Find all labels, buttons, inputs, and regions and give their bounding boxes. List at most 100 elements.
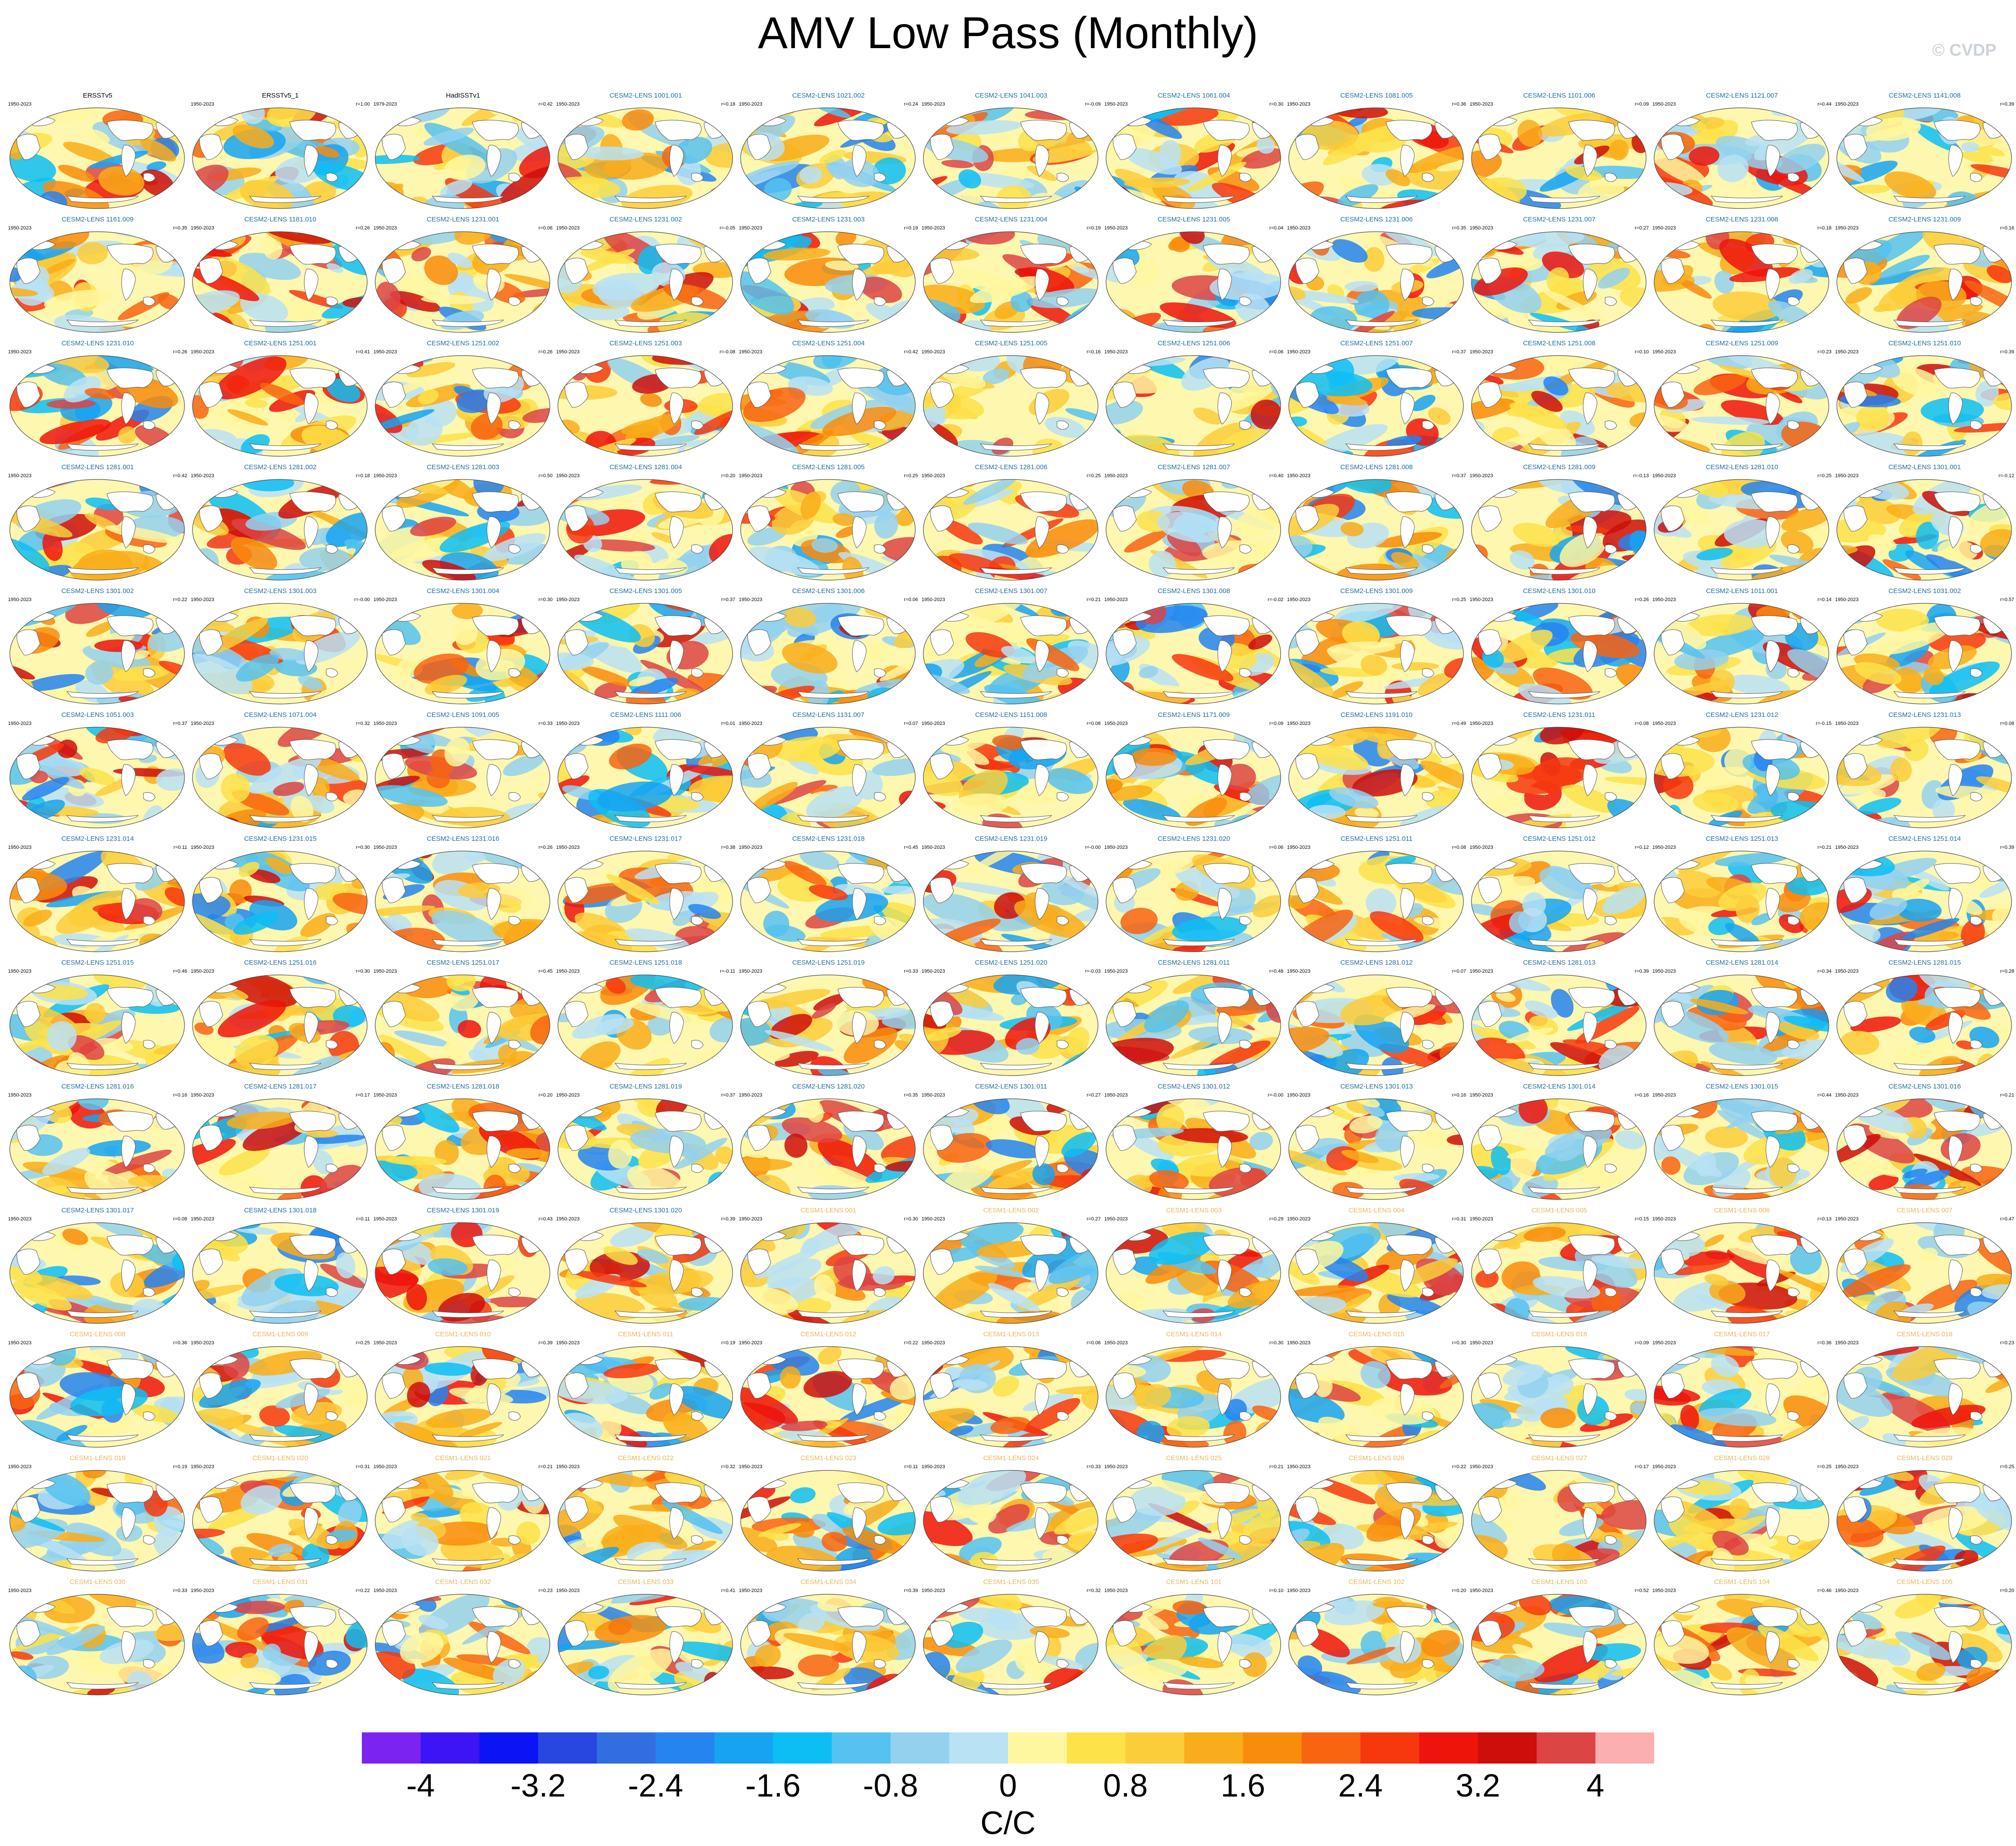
panel-title: CESM2-LENS 1281.012 — [1340, 959, 1413, 966]
colorbar-tick-label: 0.8 — [1103, 1768, 1148, 1804]
panel-correlation: r=0.42 — [538, 102, 553, 107]
global-sst-map — [740, 974, 916, 1076]
global-sst-map — [9, 479, 185, 581]
panel-correlation: r=0.08 — [1086, 721, 1101, 726]
global-sst-map — [1654, 355, 1829, 457]
global-sst-map — [1654, 231, 1829, 333]
panel-title: CESM1-LENS 016 — [1531, 1330, 1587, 1338]
panel-correlation: r=0.22 — [1452, 1464, 1467, 1469]
panel-title: CESM1-LENS 025 — [1166, 1454, 1222, 1462]
map-panel: 1950-2023 CESM2-LENS 1061.004 r=0.30 — [1102, 89, 1285, 213]
global-sst-map — [1106, 1346, 1281, 1448]
panel-period: 1950-2023 — [1104, 721, 1128, 726]
global-sst-map — [1654, 1222, 1829, 1324]
panel-period: 1950-2023 — [1652, 969, 1676, 974]
panel-correlation: r=0.31 — [356, 1464, 370, 1469]
panel-period: 1950-2023 — [191, 969, 214, 974]
panel-correlation: r=0.25 — [904, 473, 918, 479]
map-panel: 1950-2023 CESM2-LENS 1281.016 r=0.16 — [6, 1080, 189, 1204]
panel-title: CESM2-LENS 1101.006 — [1523, 92, 1595, 99]
global-sst-map — [1106, 603, 1281, 704]
panel-correlation: r=-0.02 — [1267, 597, 1283, 602]
global-sst-map — [375, 1098, 550, 1200]
global-sst-map — [557, 1594, 733, 1695]
panel-correlation: r=0.27 — [1086, 1216, 1101, 1222]
panel-title: CESM2-LENS 1251.014 — [1888, 835, 1961, 843]
panel-correlation: r=0.50 — [538, 473, 553, 479]
panel-period: 1950-2023 — [1287, 102, 1311, 107]
panel-title: CESM2-LENS 1231.018 — [792, 835, 865, 843]
panel-title: CESM2-LENS 1231.009 — [1888, 216, 1961, 223]
panel-period: 1950-2023 — [191, 349, 214, 355]
panel-correlation: r=0.46 — [173, 969, 188, 974]
global-sst-map — [557, 974, 733, 1076]
global-sst-map — [740, 1222, 916, 1324]
global-sst-map — [1471, 231, 1647, 333]
map-panel: 1950-2023 CESM1-LENS 028 r=0.25 — [1651, 1452, 1833, 1576]
map-panel: 1950-2023 CESM2-LENS 1231.019 r=-0.00 — [920, 832, 1102, 956]
panel-period: 1950-2023 — [739, 1093, 762, 1098]
panel-title: CESM1-LENS 019 — [70, 1454, 126, 1462]
panel-period: 1950-2023 — [739, 1340, 762, 1346]
map-panel: 1950-2023 CESM2-LENS 1231.013 r=0.08 — [1833, 708, 2016, 832]
map-panel: 1950-2023 CESM2-LENS 1301.019 r=0.43 — [372, 1204, 554, 1328]
global-sst-map — [1836, 355, 2012, 457]
panel-period: 1950-2023 — [373, 473, 397, 479]
map-panel: 1950-2023 CESM2-LENS 1281.009 r=-0.13 — [1468, 461, 1651, 585]
global-sst-map — [1288, 107, 1464, 209]
colorbar-swatch — [1478, 1732, 1537, 1764]
map-panel: 1950-2023 CESM2-LENS 1231.009 r=0.16 — [1833, 213, 2016, 337]
chart-title: AMV Low Pass (Monthly) — [758, 8, 1258, 58]
panel-correlation: r=0.27 — [1086, 1093, 1101, 1098]
panel-title: CESM2-LENS 1251.011 — [1340, 835, 1413, 843]
panel-correlation: r=0.39 — [2000, 102, 2015, 107]
panel-period: 1950-2023 — [191, 225, 214, 231]
global-sst-map — [375, 107, 550, 209]
panel-period: 1950-2023 — [1470, 969, 1493, 974]
global-sst-map — [1471, 851, 1647, 952]
panel-correlation: r=0.09 — [1635, 1340, 1649, 1346]
panel-period: 1950-2023 — [191, 721, 214, 726]
panel-title: CESM1-LENS 005 — [1531, 1207, 1587, 1214]
global-sst-map — [740, 479, 916, 581]
map-panel: 1950-2023 CESM2-LENS 1231.004 r=0.19 — [920, 213, 1102, 337]
panel-title: CESM2-LENS 1111.006 — [610, 711, 681, 719]
map-panel: 1950-2023 CESM1-LENS 002 r=0.27 — [920, 1204, 1102, 1328]
colorbar-tick-label: -0.8 — [863, 1768, 918, 1804]
map-panel: 1950-2023 CESM2-LENS 1051.003 r=0.37 — [6, 708, 189, 832]
map-panel: 1950-2023 CESM2-LENS 1071.004 r=0.32 — [189, 708, 372, 832]
map-panel: 1950-2023 CESM2-LENS 1281.003 r=0.50 — [372, 461, 554, 585]
panel-title: CESM2-LENS 1301.001 — [1888, 463, 1961, 471]
map-panel: 1950-2023 CESM2-LENS 1231.007 r=0.27 — [1468, 213, 1651, 337]
map-panel: 1950-2023 CESM2-LENS 1031.002 r=0.57 — [1833, 585, 2016, 708]
panel-correlation: r=0.39 — [721, 1216, 736, 1222]
panel-title: CESM2-LENS 1071.004 — [244, 711, 317, 719]
panel-title: CESM2-LENS 1141.008 — [1889, 92, 1961, 99]
panel-period: 1950-2023 — [556, 1464, 580, 1469]
panel-title: CESM1-LENS 015 — [1348, 1330, 1405, 1338]
global-sst-map — [1471, 603, 1647, 704]
panel-period: 1950-2023 — [739, 225, 762, 231]
global-sst-map — [1471, 727, 1647, 828]
global-sst-map — [1654, 603, 1829, 704]
panel-correlation: r=0.30 — [538, 597, 553, 602]
panel-period: 1950-2023 — [191, 1340, 214, 1346]
panel-correlation: r=0.09 — [1635, 102, 1649, 107]
global-sst-map — [1654, 851, 1829, 952]
global-sst-map — [1106, 974, 1281, 1076]
panel-correlation: r=0.20 — [1452, 1588, 1467, 1593]
map-panel: 1950-2023 CESM2-LENS 1301.014 r=0.16 — [1468, 1080, 1651, 1204]
panel-title: CESM2-LENS 1251.007 — [1340, 340, 1413, 347]
map-panel: 1950-2023 CESM2-LENS 1231.017 r=0.38 — [554, 832, 737, 956]
global-sst-map — [1471, 1222, 1647, 1324]
panel-correlation: r=0.09 — [1269, 721, 1284, 726]
colorbar-swatch — [1419, 1732, 1479, 1764]
panel-period: 1950-2023 — [1287, 845, 1311, 850]
panel-correlation: r=0.20 — [2000, 1588, 2015, 1593]
panel-period: 1950-2023 — [373, 721, 397, 726]
map-panel: 1950-2023 CESM2-LENS 1301.016 r=0.21 — [1833, 1080, 2016, 1204]
map-panel: 1950-2023 CESM1-LENS 033 r=0.41 — [554, 1576, 737, 1699]
panel-correlation: r=0.45 — [538, 969, 553, 974]
panel-title: CESM2-LENS 1251.019 — [792, 959, 865, 966]
map-panel: 1950-2023 CESM2-LENS 1151.008 r=0.08 — [920, 708, 1102, 832]
